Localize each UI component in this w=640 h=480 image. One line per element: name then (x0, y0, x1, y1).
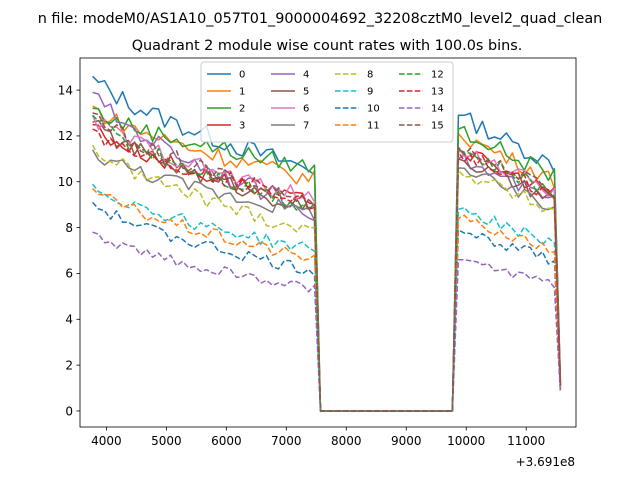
y-tick-label: 6 (65, 267, 73, 281)
legend-label-11: 11 (367, 121, 380, 132)
y-axis: 0 2 4 6 8 10 12 14 (58, 83, 80, 418)
x-tick-label: 11000 (507, 434, 545, 448)
y-tick-label: 8 (65, 221, 73, 235)
legend-label-10: 10 (367, 104, 380, 115)
legend-label-2: 2 (239, 104, 245, 115)
legend-label-3: 3 (239, 121, 245, 132)
legend-label-1: 1 (239, 87, 245, 98)
series-line-15 (92, 112, 562, 412)
legend-label-5: 5 (303, 87, 309, 98)
legend-box (200, 61, 454, 143)
legend-label-6: 6 (303, 104, 309, 115)
legend-label-13: 13 (431, 87, 444, 98)
legend-label-8: 8 (367, 70, 373, 81)
legend-label-14: 14 (431, 104, 444, 115)
x-tick-label: 7000 (271, 434, 302, 448)
y-tick-label: 14 (58, 83, 73, 97)
x-axis: 4000 5000 6000 7000 8000 9000 10000 11000 (91, 427, 545, 448)
y-tick-label: 4 (65, 313, 73, 327)
series-line-10 (92, 201, 562, 412)
series-line-14 (92, 231, 562, 412)
x-tick-label: 4000 (91, 434, 122, 448)
x-tick-label: 6000 (211, 434, 242, 448)
x-tick-label: 10000 (447, 434, 485, 448)
y-tick-label: 12 (58, 129, 73, 143)
x-offset-label: +3.691e8 (516, 455, 575, 469)
legend-label-0: 0 (239, 70, 245, 81)
x-tick-label: 9000 (391, 434, 422, 448)
legend-label-15: 15 (431, 121, 444, 132)
axes-frame (79, 57, 577, 428)
chart-title: Quadrant 2 module wise count rates with … (132, 38, 523, 54)
series-line-13 (92, 128, 562, 412)
legend-label-4: 4 (303, 70, 309, 81)
series-line-12 (92, 114, 562, 412)
figure-suptitle: n file: modeM0/AS1A10_057T01_9000004692_… (38, 11, 603, 27)
series-line-11 (92, 188, 562, 412)
legend-label-12: 12 (431, 70, 444, 81)
x-tick-label: 5000 (151, 434, 182, 448)
legend-label-7: 7 (303, 121, 309, 132)
y-tick-label: 0 (65, 404, 73, 418)
legend-label-9: 9 (367, 87, 373, 98)
plot-lines (91, 75, 562, 412)
x-tick-label: 8000 (331, 434, 362, 448)
y-tick-label: 10 (58, 175, 73, 189)
y-tick-label: 2 (65, 358, 73, 372)
